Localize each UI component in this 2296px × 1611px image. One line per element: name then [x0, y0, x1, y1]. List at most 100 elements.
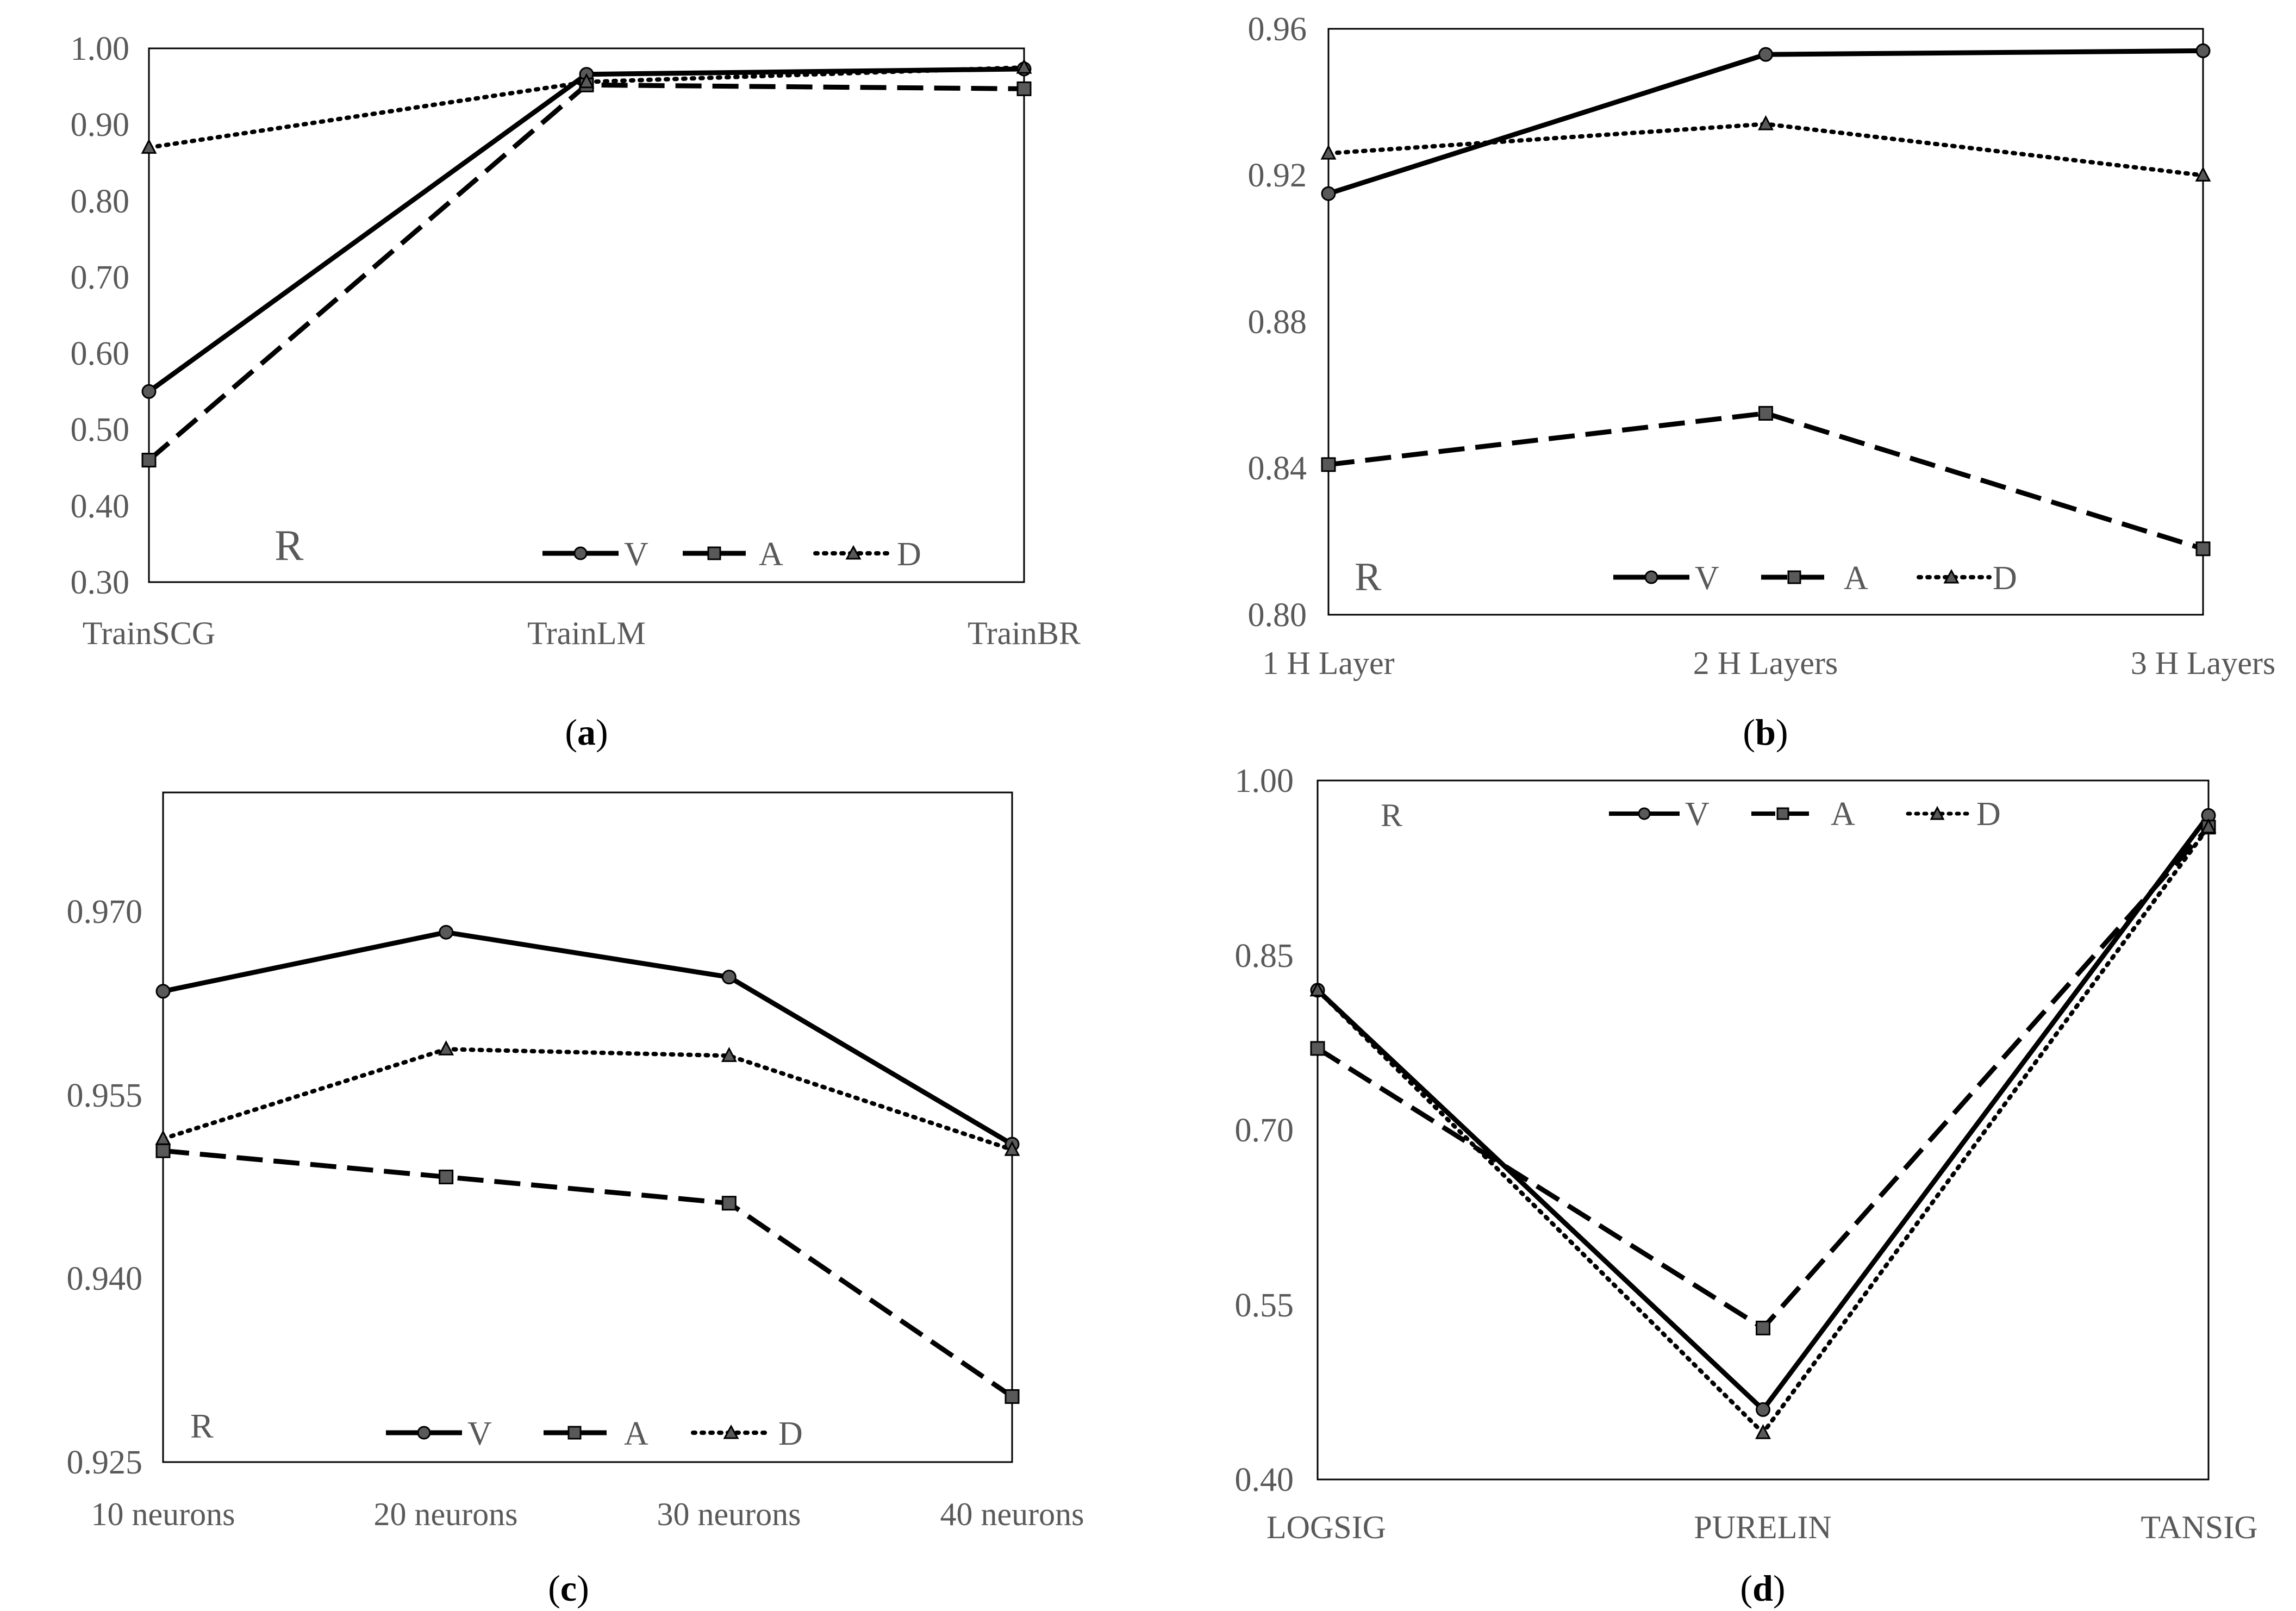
y-tick-label: 0.80 [1248, 597, 1307, 634]
plot-area-frame-a [148, 47, 1025, 583]
y-ticks-c: 0.925 0.940 0.955 0.970 [67, 894, 143, 1481]
legend-marker-square [1787, 570, 1801, 584]
y-tick-label: 0.80 [71, 183, 130, 220]
data-point-d [438, 1040, 454, 1056]
data-point-v [141, 384, 157, 399]
data-point-a [155, 1143, 171, 1158]
data-point-d [721, 1047, 737, 1062]
legend-label-a: A [624, 1415, 648, 1452]
legend-marker-circle [1638, 807, 1651, 820]
x-category-labels-c: 10 neurons 20 neurons 30 neurons 40 neur… [91, 1496, 1084, 1532]
y-tick-label: 0.90 [71, 107, 130, 143]
legend-marker-circle [1644, 570, 1658, 584]
y-tick-label: 0.84 [1248, 450, 1307, 487]
chart-panel-b: 0.80 0.84 0.88 0.92 0.96 1 H Layer 2 H L… [1248, 11, 2276, 753]
data-point-d [1755, 1424, 1771, 1439]
series-line-a [163, 1148, 1014, 1399]
y-ticks-d: 0.40 0.55 0.70 0.85 1.00 [1235, 763, 1294, 1498]
legend-label-a: A [1831, 796, 1855, 833]
panel-label-d: (d) [1740, 1568, 1785, 1609]
series-group-b [1320, 43, 2211, 557]
y-ticks-b: 0.80 0.84 0.88 0.92 0.96 [1248, 11, 1307, 634]
data-point-a [1756, 1320, 1770, 1335]
series-line-v [1315, 814, 2211, 1412]
legend-marker-triangle [723, 1424, 739, 1439]
data-point-a [1758, 405, 1773, 421]
series-line-a [1316, 825, 2211, 1331]
y-tick-label: 0.88 [1248, 304, 1307, 341]
y-tick-label: 0.40 [1235, 1462, 1294, 1498]
legend-label-v: V [1695, 560, 1719, 597]
plot-area-frame-b [1327, 28, 2204, 616]
data-point-a [721, 1196, 737, 1211]
series-line-a [147, 82, 1025, 462]
data-point-d [155, 1129, 171, 1145]
y-tick-label: 0.92 [1248, 157, 1307, 194]
plot-area-frame-d [1317, 779, 2210, 1481]
x-category-label: LOGSIG [1266, 1509, 1386, 1545]
y-tick-label: 0.50 [71, 411, 130, 448]
y-tick-label: 0.955 [67, 1077, 143, 1114]
data-point-a [1310, 1041, 1325, 1056]
data-point-d [1016, 58, 1032, 74]
chart-panel-c: 0.925 0.940 0.955 0.970 10 neurons 20 ne… [67, 791, 1084, 1609]
data-point-d [2200, 818, 2217, 834]
series-line-v [163, 929, 1014, 1147]
x-category-label: 2 H Layers [1693, 645, 1838, 681]
series-group-a [141, 58, 1032, 468]
r-axis-label: R [1355, 555, 1382, 600]
y-tick-label: 0.60 [71, 335, 130, 372]
y-tick-label: 0.970 [67, 894, 143, 931]
legend-d: V A D [1609, 796, 2001, 833]
legend-c: V A D [386, 1415, 803, 1452]
data-point-v [155, 984, 171, 999]
x-category-label: TANSIG [2141, 1509, 2257, 1545]
x-category-label: TrainLM [527, 615, 646, 651]
y-ticks-a: 0.30 0.40 0.50 0.60 0.70 0.80 0.90 1.00 [71, 30, 130, 601]
legend-label-v: V [624, 536, 648, 573]
legend-marker-circle [573, 546, 588, 560]
y-tick-label: 0.70 [71, 259, 130, 296]
data-point-v [439, 925, 454, 940]
data-point-v [1756, 1402, 1770, 1417]
legend-marker-square [1776, 807, 1789, 820]
x-category-label: TrainBR [968, 615, 1081, 651]
legend-label-d: D [778, 1415, 803, 1452]
y-tick-label: 0.940 [67, 1260, 143, 1297]
data-point-d [1004, 1140, 1020, 1156]
data-point-d [2195, 166, 2211, 182]
data-point-d [1758, 115, 1774, 130]
legend-marker-circle [417, 1426, 431, 1440]
data-point-a [1321, 457, 1336, 472]
x-category-label: PURELIN [1694, 1509, 1831, 1545]
r-axis-label: R [190, 1407, 214, 1445]
plot-area-frame-c [162, 791, 1013, 1463]
y-tick-label: 0.96 [1248, 11, 1307, 48]
data-point-a [1004, 1389, 1020, 1404]
legend-label-d: D [897, 536, 921, 573]
panel-label-b: (b) [1743, 711, 1788, 753]
data-point-a [1016, 81, 1032, 96]
legend-label-d: D [1976, 796, 2001, 833]
data-point-v [1758, 47, 1773, 62]
data-point-v [721, 970, 737, 985]
x-category-label: 3 H Layers [2131, 645, 2276, 681]
data-point-d [1309, 981, 1326, 997]
y-tick-label: 0.70 [1235, 1112, 1294, 1149]
r-axis-label: R [274, 522, 304, 570]
y-tick-label: 1.00 [1235, 763, 1294, 800]
legend-a: V A D [542, 536, 921, 573]
x-category-labels-b: 1 H Layer 2 H Layers 3 H Layers [1262, 645, 2275, 681]
chart-panel-d: 0.40 0.55 0.70 0.85 1.00 LOGSIG PURELIN … [1235, 763, 2258, 1609]
x-category-labels-d: LOGSIG PURELIN TANSIG [1266, 1509, 2258, 1545]
legend-label-a: A [1844, 560, 1868, 597]
r-axis-label: R [1381, 797, 1402, 833]
chart-panel-a: 0.30 0.40 0.50 0.60 0.70 0.80 0.90 1.00 … [71, 30, 1081, 753]
series-group-c [155, 925, 1020, 1404]
legend-label-a: A [759, 536, 783, 573]
series-line-v [147, 66, 1025, 394]
legend-marker-triangle [1930, 806, 1945, 820]
y-tick-label: 0.925 [67, 1444, 143, 1481]
series-line-a [1328, 410, 2204, 551]
y-tick-label: 0.85 [1235, 938, 1294, 975]
